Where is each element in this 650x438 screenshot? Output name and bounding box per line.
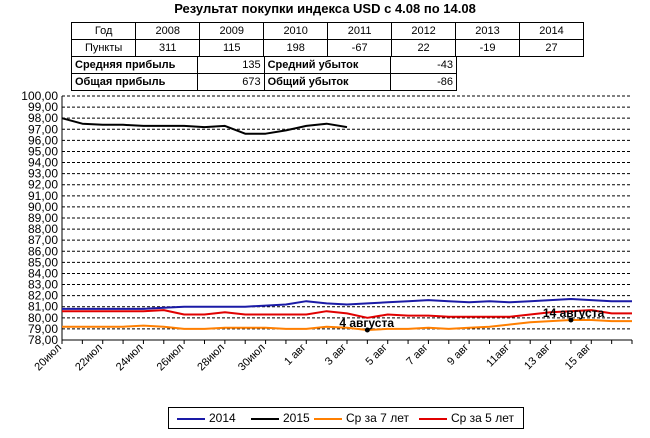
x-tick-label: 11авг: [484, 342, 512, 370]
table-row-total: Общая прибыль 673 Общий убыток -86: [70, 73, 458, 91]
x-tick-label: 5 авг: [364, 342, 390, 368]
avg-loss-value: -43: [389, 56, 458, 74]
x-tick-label: 26июл: [155, 342, 187, 374]
x-tick-label: 22июл: [73, 342, 105, 374]
y-tick-label: 81,00: [28, 300, 58, 314]
summary-table: Средняя прибыль 135 Средний убыток -43 О…: [70, 56, 458, 91]
legend-swatch: [314, 417, 342, 420]
x-tick-label: 15 авг: [563, 342, 594, 373]
y-tick-label: 84,00: [28, 266, 58, 280]
points-cell: -19: [455, 39, 520, 57]
x-tick-label: 13 авг: [522, 342, 553, 373]
total-profit-label: Общая прибыль: [70, 73, 199, 91]
table-row-years: Год 2008 2009 2010 2011 2012 2013 2014: [70, 22, 584, 40]
series-line-2014: [62, 298, 632, 310]
annotation-label: 14 августа: [543, 306, 605, 320]
legend-label: 2014: [209, 411, 236, 425]
points-cell: 27: [519, 39, 584, 57]
total-loss-value: -86: [389, 73, 458, 91]
y-tick-label: 87,00: [28, 233, 58, 247]
legend-swatch: [251, 417, 279, 420]
series-line-Ср за 5 лет: [62, 309, 632, 319]
total-loss-label: Общий убыток: [263, 73, 391, 91]
legend-label: Ср за 7 лет: [346, 411, 409, 425]
y-tick-label: 95,00: [28, 144, 58, 158]
legend-label: Ср за 5 лет: [451, 411, 514, 425]
annotation-marker: [568, 317, 574, 323]
y-tick-label: 78,00: [28, 333, 58, 347]
y-tick-label: 92,00: [28, 178, 58, 192]
legend-item-avg7: Ср за 7 лет: [314, 411, 409, 425]
annotation-label: 4 августа: [339, 316, 394, 330]
y-tick-label: 98,00: [28, 111, 58, 125]
x-tick-label: 3 авг: [323, 342, 349, 368]
x-tick-label: 1 авг: [282, 342, 308, 368]
legend-item-2015: 2015: [251, 411, 310, 425]
y-tick-label: 91,00: [28, 189, 58, 203]
x-tick-label: 9 авг: [445, 342, 471, 368]
y-tick-label: 89,00: [28, 211, 58, 225]
x-tick-label: 28июл: [195, 342, 227, 374]
year-cell: 2008: [135, 22, 201, 40]
x-tick-label: 30июл: [236, 342, 268, 374]
results-table: Год 2008 2009 2010 2011 2012 2013 2014 П…: [70, 22, 584, 57]
points-header-cell: Пункты: [70, 39, 137, 57]
chart-legend: 2014 2015 Ср за 7 лет Ср за 5 лет: [168, 407, 524, 429]
y-tick-label: 82,00: [28, 289, 58, 303]
y-tick-label: 85,00: [28, 255, 58, 269]
x-tick-label: 7 авг: [404, 342, 430, 368]
series-line-Ср за 7 лет: [62, 319, 632, 331]
table-row-points: Пункты 311 115 198 -67 22 -19 27: [70, 39, 584, 57]
y-tick-label: 88,00: [28, 222, 58, 236]
y-tick-label: 94,00: [28, 156, 58, 170]
y-tick-label: 83,00: [28, 278, 58, 292]
y-tick-label: 99,00: [28, 100, 58, 114]
table-row-avg: Средняя прибыль 135 Средний убыток -43: [70, 56, 458, 74]
y-tick-label: 90,00: [28, 200, 58, 214]
y-tick-label: 97,00: [28, 122, 58, 136]
y-tick-label: 96,00: [28, 133, 58, 147]
legend-item-avg5: Ср за 5 лет: [419, 411, 514, 425]
x-tick-label: 24июл: [114, 342, 146, 374]
legend-item-2014: 2014: [177, 411, 236, 425]
y-tick-label: 80,00: [28, 311, 58, 325]
legend-label: 2015: [283, 411, 310, 425]
y-tick-label: 86,00: [28, 244, 58, 258]
chart-title: Результат покупки индекса USD с 4.08 по …: [174, 1, 476, 16]
legend-swatch: [177, 417, 205, 420]
y-tick-label: 79,00: [28, 322, 58, 336]
y-tick-label: 100,00: [21, 89, 58, 103]
total-profit-value: 673: [197, 73, 265, 91]
legend-swatch: [419, 417, 447, 420]
year-cell: 2014: [519, 22, 584, 40]
year-cell: 2012: [391, 22, 457, 40]
y-tick-label: 93,00: [28, 167, 58, 181]
annotation-marker: [364, 327, 370, 333]
series-line-2015: [61, 117, 348, 135]
